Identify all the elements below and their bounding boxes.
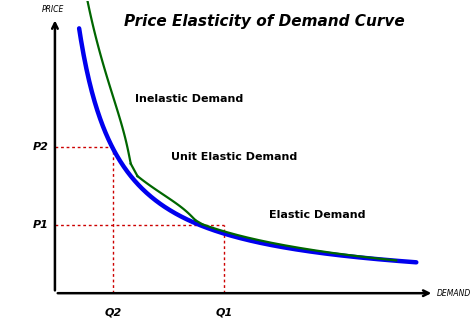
Text: P1: P1 [32, 220, 48, 230]
Text: Q1: Q1 [216, 308, 233, 318]
Text: DEMAND: DEMAND [437, 289, 471, 298]
Text: PRICE: PRICE [42, 5, 64, 14]
Text: Price Elasticity of Demand Curve: Price Elasticity of Demand Curve [124, 14, 405, 29]
Text: P2: P2 [32, 142, 48, 152]
Text: Inelastic Demand: Inelastic Demand [135, 94, 244, 104]
Text: Unit Elastic Demand: Unit Elastic Demand [171, 152, 297, 162]
Text: Q2: Q2 [104, 308, 121, 318]
Text: Elastic Demand: Elastic Demand [269, 210, 365, 220]
